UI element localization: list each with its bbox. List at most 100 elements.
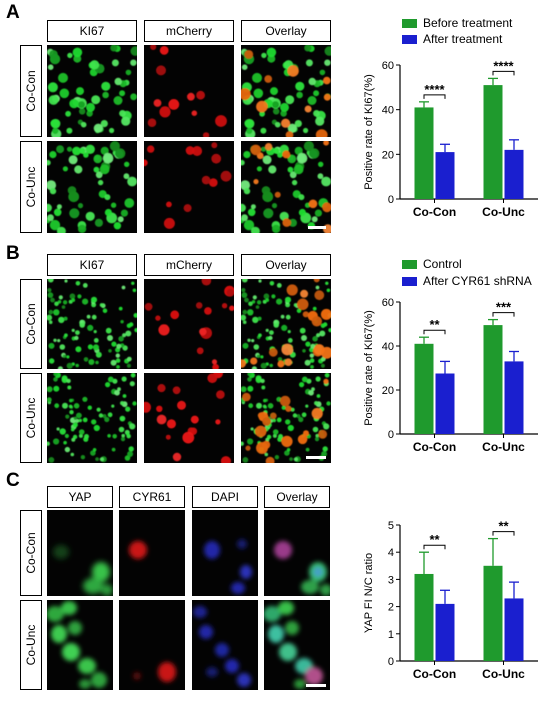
microscopy-texture: [241, 373, 331, 463]
legend-swatch-green: [402, 260, 417, 270]
panel-b-header-mcherry: mCherry: [144, 254, 234, 276]
panel-b-header-ki67: KI67: [47, 254, 137, 276]
panel-b-label: B: [6, 243, 20, 264]
panel-a-mcherry-co-con-image: [144, 45, 234, 137]
y-tick-label: 20: [382, 149, 394, 161]
panel-c-dapi-co-unc-image: [192, 600, 258, 690]
panel-c-overlay-co-con-svg: [274, 541, 330, 596]
y-tick-label: 2: [388, 602, 394, 614]
panel-a-header-overlay: Overlay: [241, 20, 331, 42]
panel-c-dapi-co-con-svg: [204, 539, 252, 594]
significance-label: **: [429, 317, 440, 332]
bar: [504, 361, 524, 434]
panel-a-header-ki67: KI67: [47, 20, 137, 42]
panel-c-dapi-co-unc-svg: [193, 606, 251, 687]
panel-b-legend-item-2: After CYR61 shRNA: [402, 274, 532, 288]
panel-c-yap-co-con-svg: [53, 545, 113, 596]
panel-c-overlay-co-unc-svg: [264, 601, 323, 689]
panel-c-label: C: [6, 470, 20, 491]
microscopy-texture: [147, 45, 227, 137]
panel-a-ki67-co-unc-image: [47, 141, 137, 233]
y-axis-label: YAP FI N/C ratio: [363, 553, 375, 633]
panel-a-mcherry-co-unc-image: [144, 141, 234, 233]
significance-label: ****: [493, 58, 514, 73]
panel-c-dapi-co-con-image: [192, 510, 258, 596]
y-tick-label: 60: [382, 60, 394, 72]
significance-label: ****: [424, 82, 445, 97]
bar: [483, 325, 503, 434]
panel-a-header-mcherry: mCherry: [144, 20, 234, 42]
bar: [414, 573, 434, 661]
panel-c-overlay-co-unc-image: [264, 600, 330, 690]
panel-a-legend: Before treatment After treatment: [402, 16, 512, 46]
panel-b-scale-bar: [306, 456, 326, 459]
bar: [504, 149, 524, 199]
y-tick-label: 4: [388, 547, 394, 559]
bar: [414, 107, 434, 199]
chart-svg: YAP FI N/C ratio 0 1 2 3 4 5 ** Co-Con ** Co-Unc: [363, 519, 538, 681]
panel-c-row-label-co-con: Co-Con: [20, 510, 42, 596]
chart-svg: Positive rate of KI67(%) 0 20 40 60 **** Co-Co…: [363, 58, 538, 219]
panel-c-header-dapi: DAPI: [192, 486, 258, 508]
x-category-label: Co-Con: [413, 667, 456, 681]
y-axis-label: Positive rate of KI67(%): [363, 74, 375, 190]
panel-b-ki67-co-unc-image: [47, 373, 137, 463]
panel-c-header-overlay: Overlay: [264, 486, 330, 508]
panel-a-row-label-co-con-text: Co-Con: [24, 70, 38, 112]
y-tick-label: 0: [388, 656, 394, 668]
y-tick-label: 0: [388, 194, 394, 206]
microscopy-texture: [47, 141, 137, 233]
microscopy-texture: [47, 45, 137, 137]
significance-bracket: [492, 70, 515, 76]
significance-bracket: [423, 329, 446, 335]
panel-c-overlay-co-con-image: [264, 510, 330, 596]
x-category-label: Co-Con: [413, 205, 456, 219]
panel-a-row-label-co-con: Co-Con: [20, 45, 42, 137]
panel-a-legend-label-1: Before treatment: [423, 16, 513, 30]
bar: [435, 603, 455, 661]
y-tick-label: 5: [388, 520, 394, 532]
y-tick-label: 40: [382, 341, 394, 353]
panel-a-row-label-co-unc: Co-Unc: [20, 141, 42, 233]
microscopy-texture: [47, 373, 137, 463]
panel-a-overlay-co-con-image: [241, 45, 331, 137]
panel-b-row-label-co-con: Co-Con: [20, 279, 42, 369]
panel-a-overlay-co-unc-image: [241, 141, 331, 233]
panel-c-yap-co-con-image: [47, 510, 113, 596]
panel-a-row-label-co-unc-text: Co-Unc: [24, 166, 38, 208]
panel-c-bar-chart: YAP FI N/C ratio 0 1 2 3 4 5 ** Co-Con ** Co-Unc: [360, 515, 540, 687]
panel-b-row-label-co-con-text: Co-Con: [24, 303, 38, 345]
panel-a-ki67-co-con-image: [47, 45, 137, 137]
x-category-label: Co-Unc: [482, 205, 525, 219]
bar: [435, 152, 455, 199]
bar: [483, 85, 503, 199]
chart-svg: Positive rate of KI67(%) 0 20 40 60 ** Co-Con *…: [363, 297, 538, 454]
panel-b-overlay-co-con-image: [241, 279, 331, 369]
panel-b-row-label-co-unc: Co-Unc: [20, 373, 42, 463]
panel-c-cyr61-co-unc-svg: [133, 662, 176, 682]
significance-bracket: [492, 312, 515, 317]
panel-b-legend-item-1: Control: [402, 257, 532, 271]
panel-c-header-cyr61: CYR61: [119, 486, 185, 508]
significance-bracket: [423, 94, 446, 99]
panel-c-yap-co-unc-svg: [47, 601, 107, 689]
legend-swatch-blue: [402, 35, 417, 45]
panel-c-cyr61-co-unc-image: [119, 600, 185, 690]
panel-b-legend-label-2: After CYR61 shRNA: [423, 274, 532, 288]
x-category-label: Co-Unc: [482, 667, 525, 681]
panel-b-mcherry-co-con-image: [144, 279, 234, 369]
x-category-label: Co-Con: [413, 440, 456, 454]
panel-a-scale-bar: [308, 226, 326, 229]
microscopy-texture: [144, 279, 234, 369]
significance-bracket: [423, 544, 446, 550]
bar: [504, 598, 524, 661]
bar: [483, 565, 503, 661]
y-tick-label: 20: [382, 385, 394, 397]
panel-b-legend-label-1: Control: [423, 257, 462, 271]
panel-c-cyr61-co-con-image: [119, 510, 185, 596]
y-axis-label: Positive rate of KI67(%): [363, 310, 375, 426]
microscopy-texture: [47, 279, 137, 369]
microscopy-texture: [241, 141, 331, 233]
microscopy-texture: [241, 279, 331, 369]
panel-c-row-label-co-unc: Co-Unc: [20, 600, 42, 690]
